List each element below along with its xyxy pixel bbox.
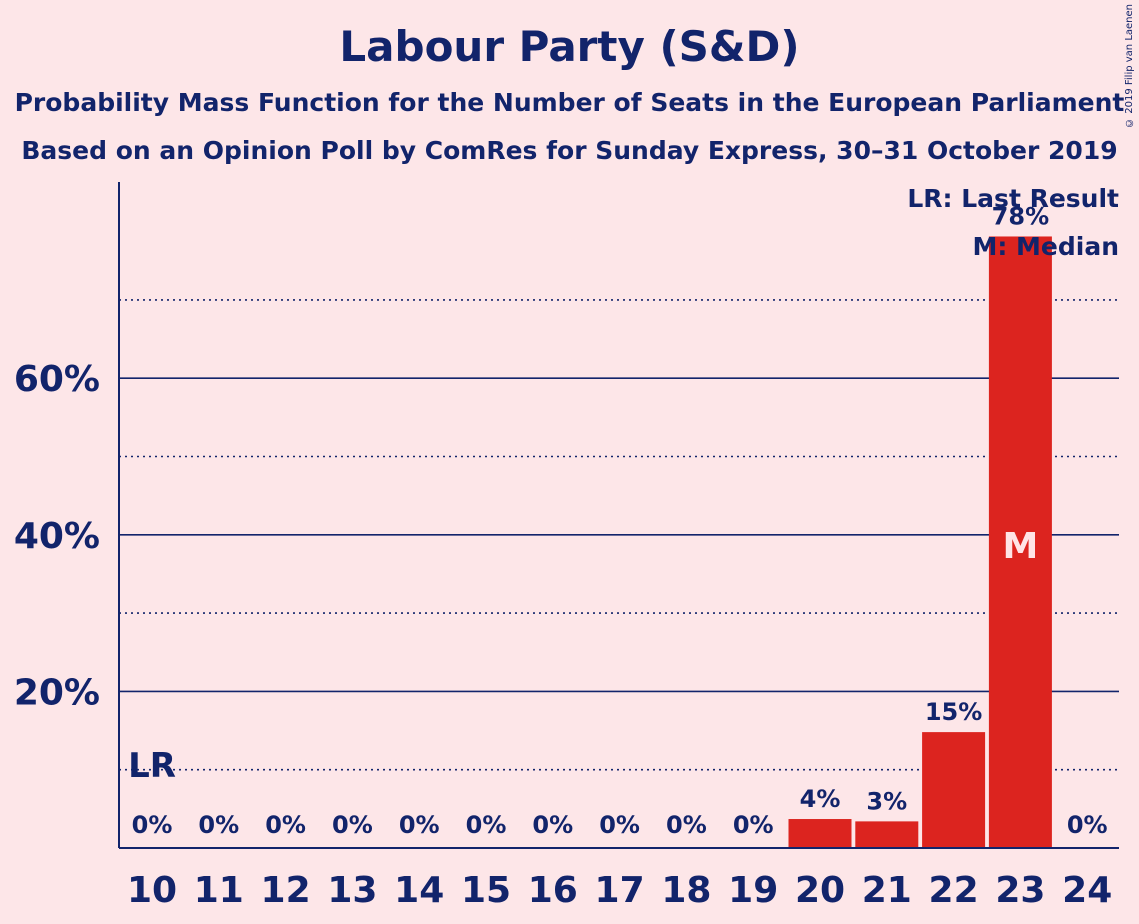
x-tick-label: 21 [862,870,912,911]
bar-seat-22 [922,732,986,848]
bar-value-label: 0% [599,811,640,839]
median-marker: M [1002,526,1038,567]
x-tick-label: 23 [995,870,1045,911]
bar-value-label: 0% [666,811,707,839]
y-tick-label: 40% [14,516,100,557]
chart-title: Labour Party (S&D) [339,22,800,71]
bar-value-label: 4% [800,785,841,813]
bar-value-label: 0% [332,811,373,839]
bar-value-label: 0% [198,811,239,839]
x-tick-label: 14 [394,870,444,911]
legend-median: M: Median [972,232,1119,261]
legend-last-result: LR: Last Result [907,184,1119,213]
bar-value-label: 78% [992,202,1049,230]
x-tick-label: 20 [795,870,845,911]
x-tick-label: 22 [929,870,979,911]
y-tick-label: 20% [14,672,100,713]
last-result-marker: LR [128,746,176,786]
x-tick-label: 12 [261,870,311,911]
bar-seat-23 [988,236,1052,849]
bar-value-label: 0% [733,811,774,839]
x-tick-label: 15 [461,870,511,911]
chart-subtitle-1: Probability Mass Function for the Number… [14,88,1125,117]
x-tick-label: 16 [528,870,578,911]
bar-value-label: 0% [1067,811,1108,839]
x-tick-label: 11 [194,870,244,911]
x-tick-label: 13 [327,870,377,911]
bar-value-label: 0% [132,811,173,839]
bar-value-label: 0% [399,811,440,839]
bar-value-label: 0% [265,811,306,839]
bar-seat-21 [855,821,919,848]
x-tick-label: 17 [595,870,645,911]
x-tick-label: 24 [1062,870,1112,911]
bar-value-label: 3% [866,787,907,815]
bar-value-label: 15% [925,698,982,726]
y-tick-label: 60% [14,359,100,400]
chart-subtitle-2: Based on an Opinion Poll by ComRes for S… [21,136,1118,165]
x-tick-label: 18 [661,870,711,911]
bar-value-label: 0% [466,811,507,839]
bar-value-label: 0% [532,811,573,839]
x-tick-label: 10 [127,870,177,911]
x-tick-label: 19 [728,870,778,911]
bar-seat-20 [788,819,852,848]
